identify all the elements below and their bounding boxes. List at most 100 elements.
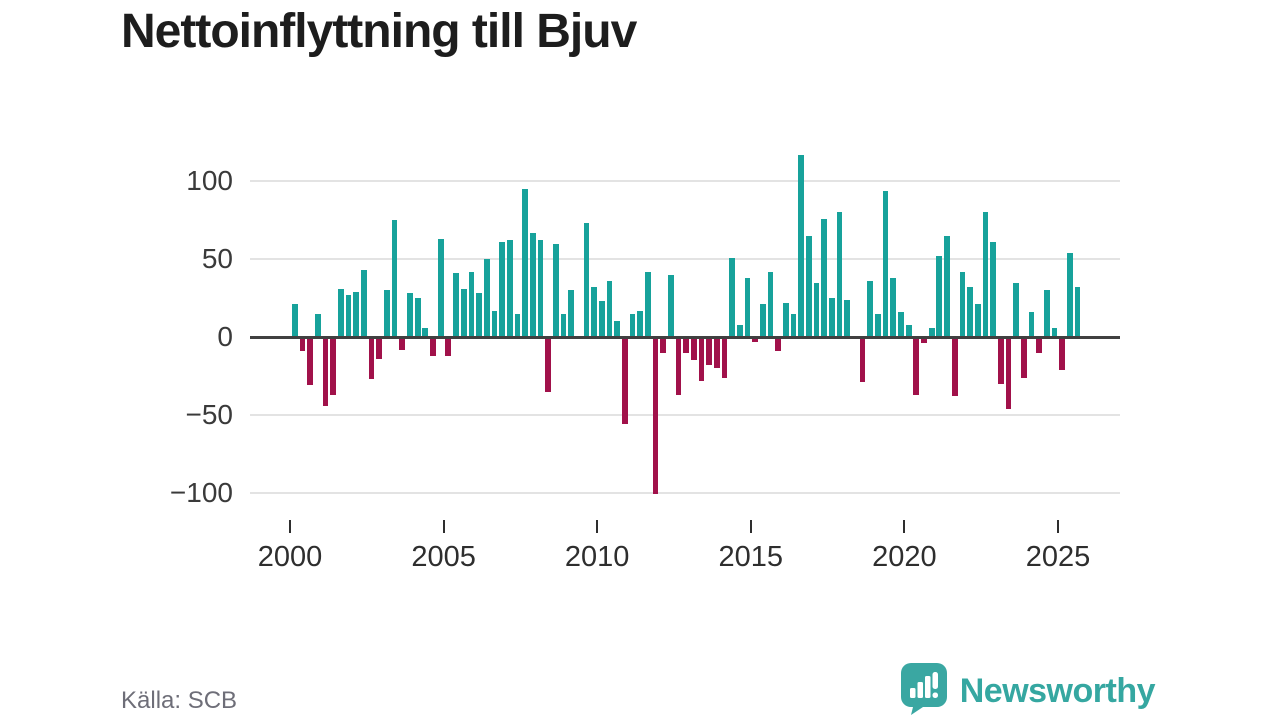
bar-2002Q3 (368, 337, 375, 380)
bar-2003Q1 (384, 290, 390, 337)
x-tick-mark-2025 (1057, 520, 1059, 533)
bar-2003Q2 (391, 220, 398, 337)
x-tick-mark-2010 (596, 520, 599, 533)
bar-2020Q4 (928, 327, 935, 337)
bar-2016Q1 (783, 302, 789, 337)
bar-2011Q1 (629, 313, 636, 337)
gridline-y-100 (250, 180, 1120, 183)
bar-2013Q3 (706, 337, 713, 365)
bar-2003Q3 (399, 337, 406, 350)
bar-2002Q1 (353, 291, 360, 337)
y-tick-label: 50 (201, 243, 233, 275)
bar-2024Q1 (1028, 312, 1035, 337)
bar-2013Q2 (698, 337, 705, 381)
bar-2004Q4 (437, 238, 444, 337)
bar-2009Q3 (583, 223, 590, 337)
bar-2023Q3 (1013, 282, 1019, 337)
bar-2022Q4 (990, 242, 996, 337)
x-tick-mark-2000 (289, 520, 291, 533)
bar-2013Q1 (690, 337, 697, 361)
x-tick-label-2005: 2005 (411, 541, 476, 573)
newsworthy-logo: Newsworthy (900, 663, 1156, 720)
bar-2007Q3 (522, 189, 528, 337)
bar-2001Q4 (345, 294, 352, 337)
bar-2004Q3 (430, 337, 436, 356)
bar-2020Q1 (905, 324, 912, 337)
bar-2020Q3 (921, 337, 927, 344)
bar-2001Q1 (322, 337, 329, 406)
source-label: Källa: SCB (121, 687, 238, 714)
bar-2014Q1 (721, 337, 728, 378)
bar-2021Q4 (959, 271, 966, 337)
bar-2016Q3 (798, 154, 805, 337)
bar-2006Q4 (499, 242, 505, 337)
bar-2000Q4 (315, 313, 321, 337)
bar-2024Q2 (1036, 337, 1042, 353)
bar-2019Q1 (875, 313, 881, 337)
bar-2007Q2 (514, 313, 521, 337)
bar-2020Q2 (913, 337, 920, 395)
y-tick-label: 0 (217, 321, 233, 352)
bar-2003Q4 (407, 293, 413, 337)
bar-2006Q1 (476, 293, 482, 337)
bar-2014Q2 (729, 257, 736, 337)
bar-2010Q3 (614, 321, 620, 337)
bar-2021Q2 (944, 235, 950, 337)
bar-2001Q3 (338, 288, 344, 337)
x-tick-mark-2015 (749, 520, 752, 533)
bar-2008Q3 (552, 243, 559, 337)
bar-2005Q3 (460, 288, 467, 337)
speech-bubble-shape (900, 663, 947, 715)
bar-2007Q1 (506, 240, 513, 337)
bar-2013Q4 (714, 337, 720, 369)
gridline-y--50 (250, 413, 1120, 416)
page-title: Nettoinflyttning till Bjuv (121, 5, 637, 58)
x-axis-zero-line (250, 335, 1120, 339)
bar-2000Q3 (307, 337, 314, 386)
gridline-y-50 (250, 258, 1120, 261)
bar-2002Q2 (361, 270, 367, 337)
bar-2006Q3 (491, 310, 498, 337)
bar-2005Q4 (468, 271, 475, 337)
bar-2023Q4 (1020, 337, 1027, 378)
bar-2007Q4 (529, 232, 536, 337)
newsworthy-wordmark: Newsworthy (959, 672, 1156, 710)
bar-2006Q2 (483, 259, 490, 337)
bar-2012Q2 (667, 274, 674, 337)
bar-2019Q2 (882, 190, 889, 337)
bar-2019Q3 (890, 277, 897, 337)
y-tick-label: −50 (185, 398, 234, 430)
bar-2022Q2 (974, 304, 981, 337)
bar-2015Q2 (760, 304, 766, 337)
x-tick-label-2020: 2020 (872, 541, 937, 573)
bar-2004Q1 (414, 298, 421, 338)
bar-2012Q4 (683, 337, 690, 353)
bar-2015Q3 (767, 271, 774, 337)
bar-2025Q1 (1059, 337, 1065, 370)
logo-exclamation-dot (932, 692, 938, 698)
logo-bar-3 (924, 676, 931, 698)
bar-2017Q1 (813, 282, 820, 337)
bar-2011Q3 (644, 271, 651, 337)
x-tick-mark-2005 (442, 520, 445, 533)
bar-2021Q3 (951, 337, 958, 397)
bar-2017Q2 (821, 218, 828, 337)
bar-2018Q4 (867, 280, 874, 337)
bar-2019Q4 (898, 312, 904, 337)
bar-2024Q4 (1051, 327, 1058, 337)
gridline-y--100 (250, 491, 1120, 494)
bar-2009Q4 (591, 287, 597, 337)
bar-2002Q4 (376, 337, 383, 359)
bar-2018Q1 (844, 299, 851, 337)
logo-exclamation-stem (932, 672, 938, 689)
bar-2008Q4 (560, 313, 567, 337)
bar-2015Q4 (775, 337, 782, 351)
bar-2012Q3 (675, 337, 682, 395)
y-tick-label: −100 (169, 476, 233, 508)
bar-2025Q3 (1074, 287, 1081, 337)
bar-2000Q2 (299, 337, 306, 351)
x-tick-label-2000: 2000 (257, 541, 323, 573)
bar-2012Q1 (660, 337, 667, 353)
y-tick-label: 100 (186, 165, 233, 197)
